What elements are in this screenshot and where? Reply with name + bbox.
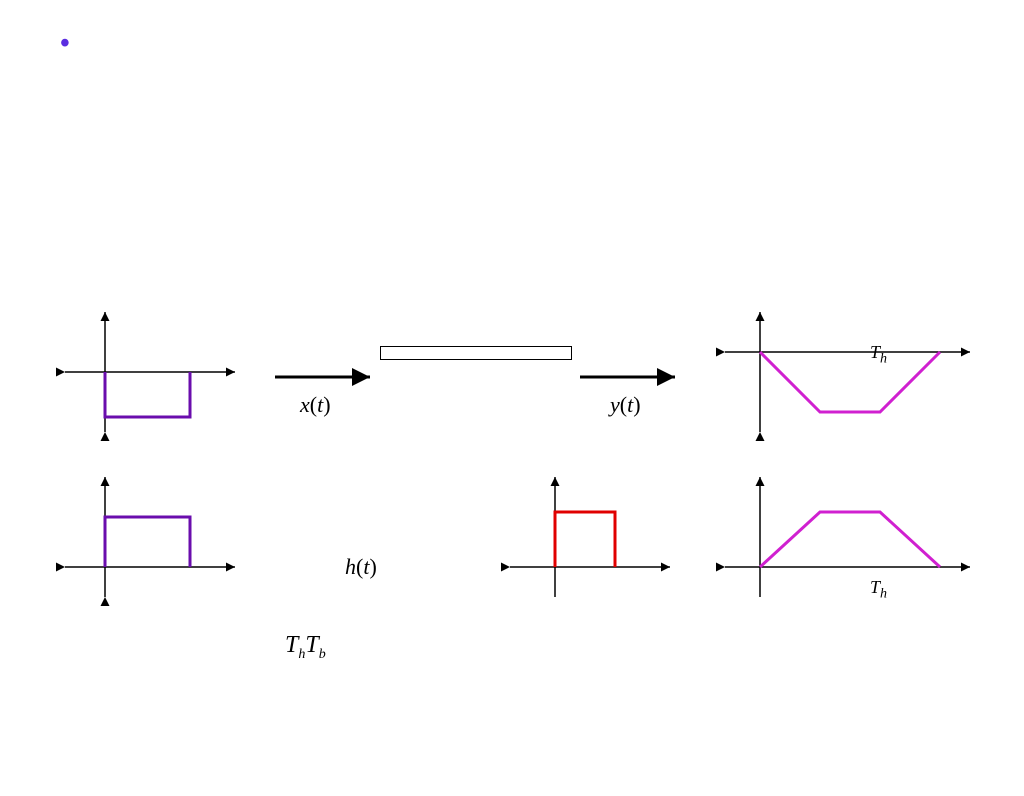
- arrow-input: [270, 362, 380, 392]
- arrow-output: [575, 362, 685, 392]
- assume-text: ThTb: [285, 632, 326, 663]
- lbl-yt: y(t): [610, 392, 641, 418]
- bullet-lti: [60, 28, 1024, 60]
- plot-x0: [50, 302, 250, 442]
- lbl-y0-ThTb: Th: [870, 342, 887, 368]
- plot-h: [500, 467, 680, 607]
- plot-x1: [50, 467, 250, 607]
- lbl-y1-ThTb: Th: [870, 577, 887, 603]
- model-ht: h(t): [345, 554, 377, 580]
- diagram-area: x(t) y(t) h(t) Th Th: [0, 302, 1024, 796]
- plot-y0: [715, 302, 985, 442]
- comm-channel-box: [380, 346, 572, 360]
- lbl-xt: x(t): [300, 392, 331, 418]
- plot-y1: [715, 467, 985, 607]
